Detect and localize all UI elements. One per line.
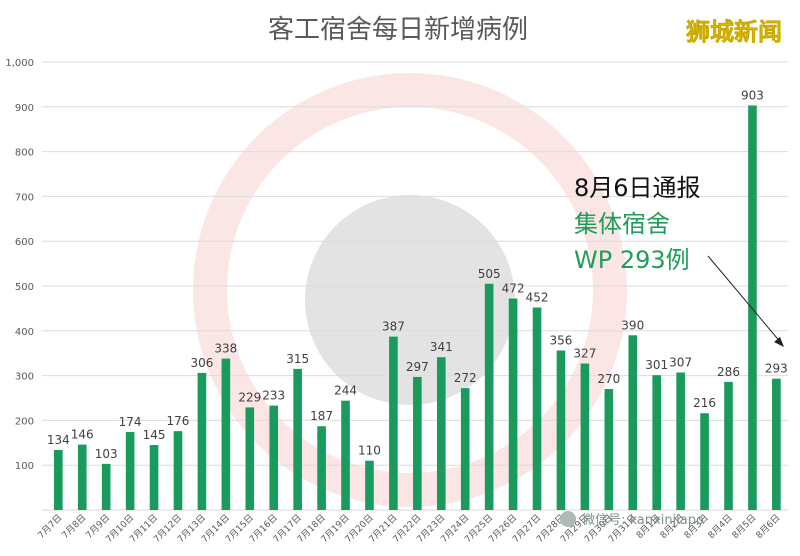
annotation-line-2: 集体宿舍	[574, 210, 670, 238]
data-label: 286	[717, 365, 740, 379]
data-label: 472	[502, 282, 525, 296]
bar	[604, 389, 614, 510]
y-tick-label: 900	[15, 103, 34, 114]
data-label: 356	[550, 334, 573, 348]
wechat-icon	[560, 511, 576, 527]
x-tick-label: 7月8日	[60, 512, 89, 541]
y-tick-label: 700	[15, 192, 34, 203]
x-tick-label: 8月5日	[730, 512, 759, 541]
data-label: 103	[95, 447, 118, 461]
data-label: 341	[430, 340, 453, 354]
data-label: 387	[382, 320, 405, 334]
x-tick-label: 8月6日	[754, 512, 783, 541]
data-label: 110	[358, 444, 381, 458]
bar	[580, 363, 590, 510]
y-tick-label: 1,000	[5, 58, 34, 69]
x-tick-label: 7月7日	[36, 512, 65, 541]
data-label: 244	[334, 384, 357, 398]
bar	[389, 336, 398, 510]
data-label: 146	[71, 428, 94, 442]
bar	[748, 105, 757, 511]
bar	[676, 372, 685, 510]
annotation-arrowhead	[774, 337, 784, 347]
bar	[652, 375, 662, 510]
y-tick-label: 500	[15, 282, 34, 293]
bar	[269, 405, 279, 510]
brand-logo-text: 狮城新闻	[686, 18, 782, 46]
annotation: 8月6日通报 集体宿舍 WP 293例	[574, 174, 784, 347]
wechat-watermark-text: 微信号: kanxinjiapo	[582, 513, 704, 528]
data-label: 134	[47, 433, 70, 447]
data-label: 270	[597, 372, 620, 386]
bar	[508, 298, 518, 510]
bar	[628, 335, 638, 510]
data-label: 187	[310, 409, 333, 423]
bar	[532, 307, 542, 510]
bar	[125, 432, 135, 510]
bar	[724, 381, 733, 510]
bar	[317, 426, 326, 510]
bar	[149, 445, 159, 510]
data-label: 315	[286, 352, 309, 366]
bar	[197, 372, 207, 510]
annotation-arrow	[707, 255, 783, 345]
data-label: 505	[478, 267, 501, 281]
bar	[556, 350, 566, 510]
data-label: 301	[645, 358, 668, 372]
data-label: 145	[143, 428, 166, 442]
data-label: 390	[621, 318, 644, 332]
data-label: 176	[167, 414, 190, 428]
y-tick-label: 300	[15, 372, 34, 383]
bar	[772, 378, 781, 510]
y-tick-label: 200	[15, 416, 34, 427]
bar	[365, 460, 374, 510]
chart-title: 客工宿舍每日新增病例	[268, 15, 528, 45]
annotation-line-3: WP 293例	[574, 246, 690, 274]
background-watermark-logo	[193, 73, 627, 507]
bar	[221, 358, 231, 510]
bar	[101, 463, 111, 510]
bar	[413, 376, 422, 510]
data-label: 229	[238, 390, 261, 404]
annotation-line-1: 8月6日通报	[574, 174, 701, 202]
y-axis-ticks: 100 200 300 400 500 600 700 800 900 1,000	[5, 58, 34, 472]
bar	[484, 283, 494, 510]
data-label: 272	[454, 371, 477, 385]
data-label: 306	[190, 356, 213, 370]
data-label: 216	[693, 396, 716, 410]
bar	[436, 357, 446, 510]
bar	[173, 431, 183, 510]
data-label: 293	[765, 362, 788, 376]
y-tick-label: 800	[15, 148, 34, 159]
bars	[54, 105, 781, 511]
bar	[460, 388, 470, 510]
data-label: 903	[741, 88, 764, 102]
data-label: 307	[669, 355, 692, 369]
bar	[54, 449, 63, 510]
bar	[77, 444, 87, 510]
data-label: 233	[262, 389, 285, 403]
bar	[245, 407, 255, 510]
data-label: 338	[214, 342, 237, 356]
y-tick-label: 100	[15, 461, 34, 472]
wechat-watermark: 微信号: kanxinjiapo	[560, 511, 704, 528]
data-label: 297	[406, 360, 429, 374]
data-label: 327	[573, 347, 596, 361]
data-label: 174	[119, 415, 142, 429]
bar	[293, 368, 302, 510]
y-tick-label: 600	[15, 237, 34, 248]
y-tick-label: 400	[15, 327, 34, 338]
bar	[341, 400, 350, 510]
x-tick-label: 8月4日	[706, 512, 735, 541]
data-label: 452	[526, 291, 549, 305]
bar	[700, 413, 709, 510]
